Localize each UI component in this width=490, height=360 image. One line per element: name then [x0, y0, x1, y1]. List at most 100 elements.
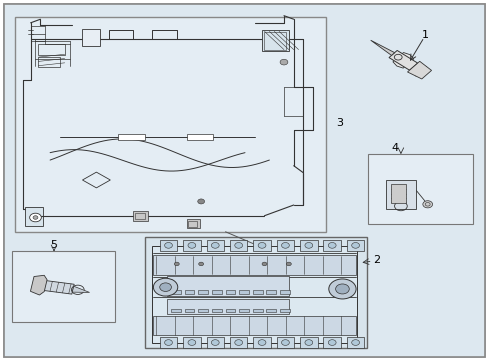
Bar — [160, 240, 177, 251]
Polygon shape — [371, 40, 394, 55]
Bar — [239, 309, 249, 312]
Bar — [118, 134, 145, 140]
Polygon shape — [73, 286, 90, 292]
Bar — [212, 290, 221, 294]
Circle shape — [198, 199, 204, 204]
Bar — [253, 309, 263, 312]
Circle shape — [199, 262, 203, 266]
Circle shape — [165, 243, 172, 248]
Circle shape — [160, 283, 172, 292]
Bar — [391, 184, 406, 203]
Bar — [280, 290, 290, 294]
Bar — [189, 221, 197, 227]
Circle shape — [282, 340, 289, 345]
Bar — [187, 219, 200, 228]
Polygon shape — [389, 50, 417, 70]
Circle shape — [423, 201, 433, 208]
Bar — [198, 309, 208, 312]
Polygon shape — [41, 280, 74, 294]
Bar — [239, 290, 249, 294]
Bar — [300, 337, 318, 348]
Circle shape — [305, 243, 313, 248]
Circle shape — [211, 243, 219, 248]
Bar — [225, 290, 235, 294]
Bar — [145, 237, 367, 348]
Circle shape — [235, 243, 243, 248]
Bar — [167, 276, 289, 296]
Bar — [347, 337, 365, 348]
Polygon shape — [408, 61, 432, 79]
Bar — [267, 309, 276, 312]
Bar — [262, 30, 289, 51]
Bar — [206, 337, 224, 348]
Text: 5: 5 — [50, 240, 57, 250]
Circle shape — [280, 59, 288, 65]
Bar — [206, 240, 224, 251]
Bar — [153, 316, 356, 336]
Bar — [300, 240, 318, 251]
Bar — [267, 290, 276, 294]
Bar — [15, 18, 326, 232]
Bar — [152, 246, 357, 342]
Bar — [280, 309, 290, 312]
Bar — [167, 299, 289, 314]
Bar — [38, 44, 65, 55]
Bar — [230, 240, 247, 251]
Circle shape — [258, 340, 266, 345]
Bar — [347, 240, 365, 251]
Bar — [185, 290, 195, 294]
Bar — [225, 309, 235, 312]
Bar — [277, 337, 294, 348]
Circle shape — [352, 340, 360, 345]
Bar — [253, 240, 271, 251]
Circle shape — [305, 340, 313, 345]
Bar — [323, 337, 341, 348]
Bar — [153, 255, 356, 275]
Circle shape — [33, 216, 38, 219]
Bar — [185, 309, 195, 312]
Text: 1: 1 — [422, 30, 429, 40]
Bar — [183, 337, 201, 348]
Bar — [230, 337, 247, 348]
Bar — [171, 290, 181, 294]
Bar — [368, 154, 472, 224]
Circle shape — [235, 340, 243, 345]
Circle shape — [262, 262, 267, 266]
Polygon shape — [393, 53, 414, 68]
Polygon shape — [30, 275, 47, 295]
Circle shape — [165, 340, 172, 345]
Circle shape — [352, 243, 360, 248]
Bar — [253, 290, 263, 294]
Circle shape — [328, 243, 336, 248]
Circle shape — [287, 262, 291, 266]
Circle shape — [328, 340, 336, 345]
Text: 2: 2 — [373, 255, 380, 265]
Circle shape — [174, 262, 179, 266]
Bar — [212, 309, 221, 312]
Bar — [133, 211, 147, 221]
Bar — [82, 29, 100, 46]
Circle shape — [30, 213, 41, 222]
Bar — [160, 337, 177, 348]
Bar — [198, 290, 208, 294]
Circle shape — [188, 340, 196, 345]
Circle shape — [188, 243, 196, 248]
Text: 3: 3 — [336, 118, 343, 128]
Bar — [187, 134, 213, 140]
Bar — [38, 58, 60, 67]
Bar — [25, 207, 43, 226]
Bar — [386, 180, 416, 208]
Bar — [135, 213, 145, 219]
Circle shape — [336, 284, 349, 294]
Circle shape — [211, 340, 219, 345]
Bar — [253, 337, 271, 348]
Circle shape — [153, 278, 178, 296]
Bar — [323, 240, 341, 251]
Bar — [265, 32, 287, 50]
Bar — [183, 240, 201, 251]
Circle shape — [258, 243, 266, 248]
Bar — [171, 309, 181, 312]
Bar — [12, 251, 116, 322]
Bar — [277, 240, 294, 251]
Circle shape — [282, 243, 289, 248]
